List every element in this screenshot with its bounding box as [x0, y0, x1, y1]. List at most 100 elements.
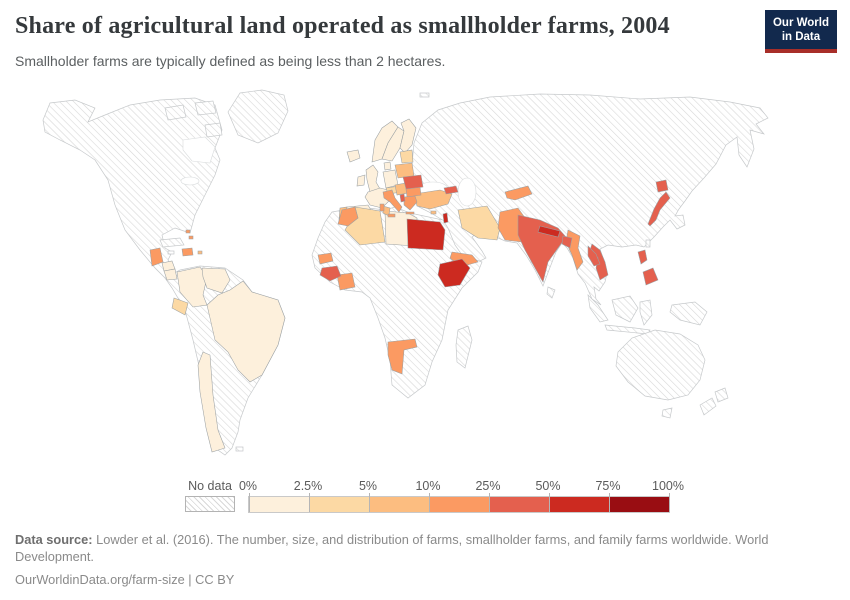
- legend-no-data: No data: [185, 479, 235, 512]
- map-country-kyrgyzstan[interactable]: [504, 185, 533, 201]
- map-country-egypt[interactable]: [406, 218, 446, 251]
- landmass-borneo: [611, 295, 639, 323]
- map-country-georgia[interactable]: [443, 185, 459, 195]
- map-country-cote-divoire[interactable]: [336, 272, 356, 291]
- landmass-new-guinea: [669, 301, 708, 326]
- map-country-ethiopia[interactable]: [437, 258, 471, 288]
- map-country-greece[interactable]: [403, 195, 418, 215]
- world-map-container: [0, 85, 850, 475]
- map-country-iceland[interactable]: [346, 149, 361, 163]
- landmass-north-america: [42, 97, 223, 286]
- landmass-madagascar: [455, 325, 473, 369]
- map-country-denmark[interactable]: [383, 161, 392, 171]
- legend-divider: [429, 493, 430, 512]
- legend-tick-label: 100%: [652, 479, 684, 493]
- page-title: Share of agricultural land operated as s…: [15, 13, 670, 39]
- legend-bin-50-75%[interactable]: [549, 497, 609, 512]
- map-country-puerto-rico[interactable]: [197, 250, 203, 255]
- map-country-dominican-republic[interactable]: [181, 247, 194, 257]
- legend-bin-2.5-5%[interactable]: [309, 497, 369, 512]
- legend-divider: [549, 493, 550, 512]
- legend-tick-labels: 0% 2.5% 5% 10% 25% 50% 75% 100%: [239, 479, 684, 496]
- map-country-laos[interactable]: [587, 245, 601, 267]
- license-line[interactable]: OurWorldinData.org/farm-size | CC BY: [15, 572, 235, 587]
- legend-divider: [309, 493, 310, 512]
- map-country-nicaragua[interactable]: [163, 268, 178, 281]
- landmass-sri-lanka: [546, 286, 556, 299]
- owid-logo-line1: Our World: [772, 17, 829, 29]
- map-country-chile[interactable]: [197, 351, 226, 453]
- legend-tick-label: 5%: [358, 479, 378, 493]
- landmass-greenland: [227, 89, 289, 144]
- chart-footer: Data source: Lowder et al. (2016). The n…: [15, 531, 835, 588]
- legend-bin-25-50%[interactable]: [489, 497, 549, 512]
- map-country-ireland[interactable]: [356, 174, 366, 187]
- landmass-arctic-islands: [164, 92, 430, 138]
- owid-logo[interactable]: Our World in Data: [764, 10, 837, 53]
- legend-tick-label: 10%: [415, 479, 441, 493]
- map-country-italy[interactable]: [379, 189, 403, 218]
- map-country-lithuania[interactable]: [399, 149, 414, 164]
- map-country-guinea[interactable]: [319, 265, 342, 282]
- map-country-namibia[interactable]: [387, 338, 418, 375]
- landmass-new-zealand: [699, 387, 729, 416]
- landmass-taiwan: [645, 239, 651, 248]
- landmass-tasmania: [661, 407, 673, 419]
- legend-bin-75-100%[interactable]: [609, 497, 669, 512]
- landmass-sulawesi: [639, 299, 653, 326]
- legend-color-bar: [248, 493, 670, 513]
- map-country-senegal[interactable]: [317, 252, 334, 265]
- world-map: [42, 89, 769, 456]
- legend-divider: [369, 493, 370, 512]
- legend-tick-label: 0%: [238, 479, 258, 493]
- map-country-iran[interactable]: [457, 205, 501, 241]
- map-country-cyprus[interactable]: [430, 210, 437, 215]
- legend-divider: [669, 493, 670, 512]
- legend-scale: 0% 2.5% 5% 10% 25% 50% 75% 100%: [239, 479, 684, 513]
- legend-divider: [609, 493, 610, 512]
- owid-logo-line2: in Data: [781, 31, 821, 44]
- landmass-australia: [615, 329, 706, 401]
- map-country-guatemala[interactable]: [149, 247, 164, 267]
- legend-bin-10-25%[interactable]: [429, 497, 489, 512]
- data-source-line: Data source: Lowder et al. (2016). The n…: [15, 531, 835, 565]
- landmass-falkland-islands: [235, 446, 244, 452]
- legend-bin-0-2.5%[interactable]: [249, 497, 309, 512]
- data-source-text: Lowder et al. (2016). The number, size, …: [15, 532, 769, 564]
- legend-no-data-label: No data: [188, 479, 232, 493]
- map-country-nepal[interactable]: [537, 225, 561, 238]
- map-country-united-kingdom[interactable]: [365, 164, 381, 193]
- data-countries: [149, 118, 671, 453]
- map-country-bahamas[interactable]: [185, 229, 194, 240]
- map-country-romania[interactable]: [402, 174, 424, 190]
- map-country-japan[interactable]: [647, 179, 671, 227]
- legend-tick-label: 75%: [595, 479, 621, 493]
- legend-tick-label: 50%: [535, 479, 561, 493]
- great-lakes: [180, 176, 200, 186]
- map-country-philippines[interactable]: [637, 249, 659, 286]
- landmass-java: [604, 324, 651, 335]
- legend-bin-5-10%[interactable]: [369, 497, 429, 512]
- map-country-venezuela[interactable]: [201, 267, 231, 294]
- caspian-sea: [457, 177, 477, 207]
- map-country-albania[interactable]: [399, 193, 406, 203]
- hudson-bay: [182, 136, 216, 164]
- map-country-ecuador[interactable]: [171, 297, 189, 316]
- landmass-cuba: [159, 237, 185, 255]
- legend-tick-label: 25%: [475, 479, 501, 493]
- legend-no-data-swatch[interactable]: [185, 496, 235, 512]
- map-country-brazil[interactable]: [206, 280, 286, 383]
- landmass-sumatra: [587, 293, 609, 323]
- map-country-bangladesh[interactable]: [561, 235, 573, 249]
- map-country-morocco[interactable]: [337, 206, 359, 227]
- legend-divider: [489, 493, 490, 512]
- no-data-landmasses: [42, 89, 769, 456]
- map-country-colombia[interactable]: [176, 266, 208, 308]
- map-country-poland[interactable]: [394, 162, 415, 179]
- legend-divider: [249, 493, 250, 512]
- legend-tick-label: 2.5%: [293, 479, 323, 493]
- data-source-label: Data source:: [15, 532, 93, 547]
- map-country-lebanon[interactable]: [442, 212, 449, 224]
- map-country-turkey[interactable]: [413, 189, 453, 210]
